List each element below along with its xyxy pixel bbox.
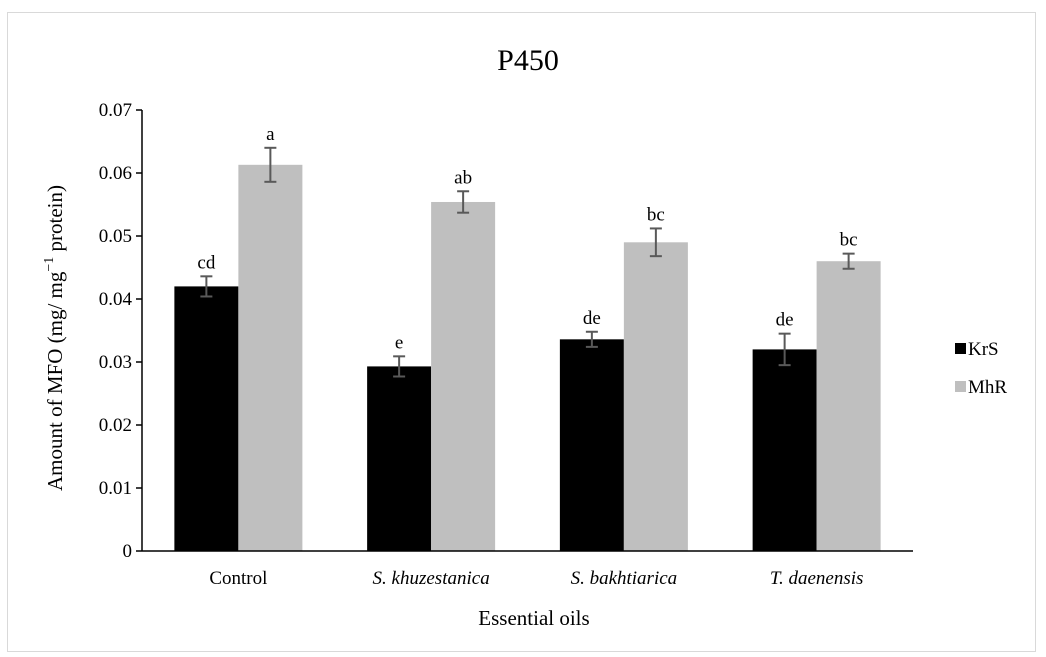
- legend-label-mhr: MhR: [968, 377, 1007, 398]
- x-category-label: S. khuzestanica: [373, 568, 490, 589]
- bar-chart: P450 0 0.01 0.02 0.03 0.04 0.05 0.06 0.07 cd a e a…: [42, 44, 1007, 630]
- y-axis-title-end: protein): [43, 185, 67, 257]
- significance-labels-group: cd a e ab de bc de bc: [197, 124, 857, 354]
- y-axis-ticks: 0 0.01 0.02 0.03 0.04 0.05 0.06 0.07: [99, 100, 142, 562]
- error-bars-group: [200, 146, 855, 378]
- y-tick-label: 0.02: [99, 415, 132, 436]
- significance-label: ab: [454, 167, 472, 188]
- significance-label: a: [266, 124, 275, 145]
- y-tick-label: 0: [123, 541, 133, 562]
- bar-krs-0: [174, 286, 239, 551]
- x-category-label: T. daenensis: [770, 568, 864, 589]
- legend-label-krs: KrS: [968, 339, 999, 360]
- significance-label: bc: [647, 204, 665, 225]
- bar-krs-1: [367, 366, 432, 551]
- bar-mhr-1: [431, 201, 496, 552]
- significance-label: cd: [197, 252, 215, 273]
- bar-krs-3: [752, 349, 817, 551]
- y-tick-label: 0.06: [99, 163, 132, 184]
- legend-swatch-mhr: [955, 381, 966, 392]
- y-axis-title: Amount of MFO (mg/ mg−1 protein): [42, 185, 67, 491]
- y-axis-title-main: Amount of MFO (mg/ mg: [43, 271, 67, 491]
- y-tick-label: 0.03: [99, 352, 132, 373]
- significance-label: de: [776, 310, 794, 331]
- y-tick-label: 0.05: [99, 226, 132, 247]
- chart-title: P450: [497, 44, 559, 77]
- bar-krs-2: [559, 339, 624, 551]
- x-category-label: Control: [209, 568, 267, 589]
- significance-label: de: [583, 308, 601, 329]
- y-tick-label: 0.07: [99, 100, 132, 121]
- chart-frame: P450 0 0.01 0.02 0.03 0.04 0.05 0.06 0.07 cd a e a…: [7, 12, 1036, 652]
- y-tick-label: 0.04: [99, 289, 133, 310]
- y-tick-label: 0.01: [99, 478, 132, 499]
- bar-mhr-0: [238, 164, 303, 551]
- bar-mhr-3: [816, 261, 881, 551]
- bar-mhr-2: [623, 242, 688, 552]
- legend: KrS MhR: [955, 339, 1007, 398]
- y-axis-title-superscript: −1: [42, 257, 57, 272]
- x-category-label: S. bakhtiarica: [571, 568, 678, 589]
- significance-label: bc: [840, 230, 858, 251]
- significance-label: e: [395, 332, 403, 353]
- legend-swatch-krs: [955, 343, 966, 354]
- x-axis-title: Essential oils: [478, 606, 589, 630]
- bars-group: [174, 164, 881, 552]
- x-axis-category-labels: Control S. khuzestanica S. bakhtiarica T. d…: [209, 568, 863, 589]
